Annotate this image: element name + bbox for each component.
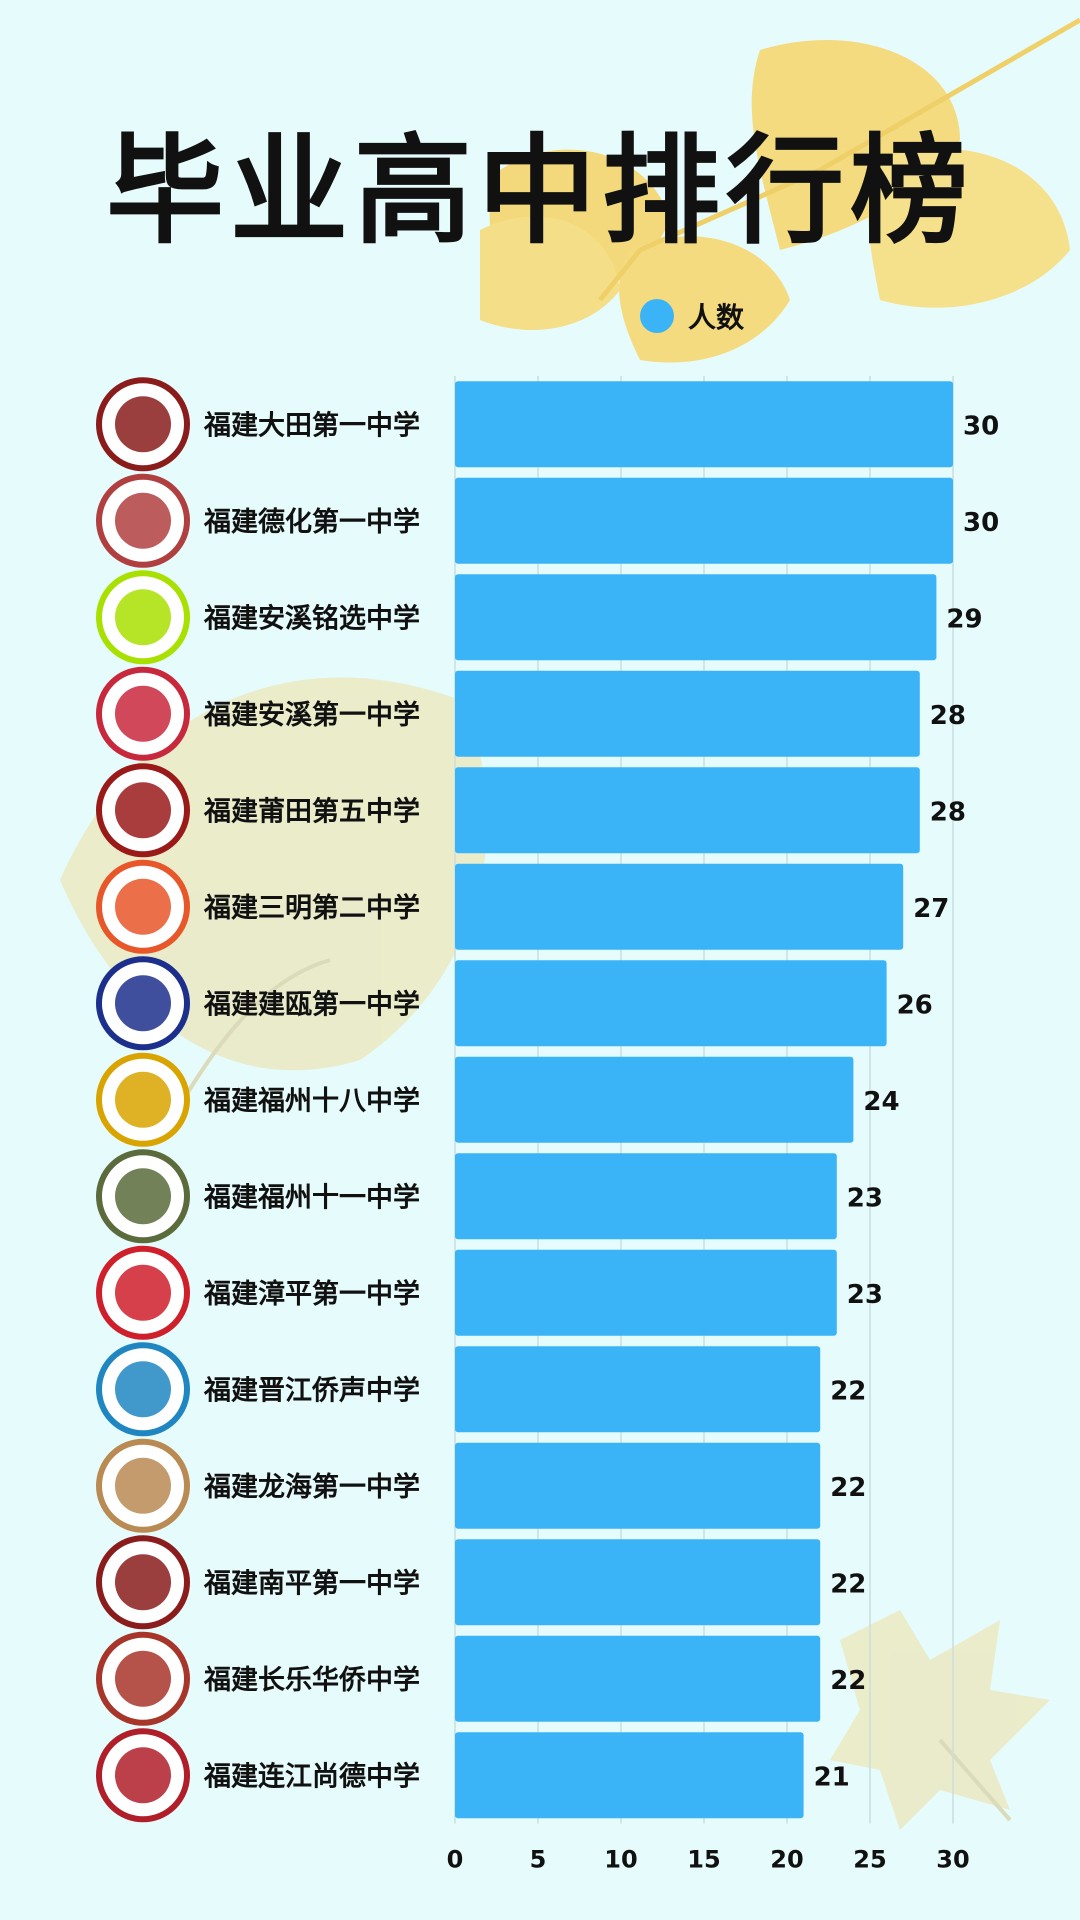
- bar: [455, 1056, 854, 1143]
- school-logo-emblem: [115, 396, 171, 453]
- school-logo-emblem: [115, 1168, 171, 1225]
- page-title: 毕业高中排行榜: [105, 122, 974, 260]
- category-label: 福建大田第一中学: [203, 409, 420, 441]
- x-tick-label: 20: [770, 1846, 803, 1874]
- value-label: 23: [847, 1183, 883, 1213]
- bar: [455, 670, 920, 757]
- bar: [455, 1153, 837, 1240]
- value-label: 28: [930, 701, 966, 731]
- school-logo-emblem: [115, 1554, 171, 1611]
- x-tick-label: 0: [447, 1846, 464, 1874]
- value-label: 22: [830, 1666, 866, 1696]
- value-label: 22: [830, 1569, 866, 1599]
- category-label: 福建晋江侨声中学: [203, 1374, 420, 1406]
- value-label: 23: [847, 1280, 883, 1310]
- value-label: 22: [830, 1473, 866, 1503]
- category-label: 福建漳平第一中学: [203, 1278, 420, 1310]
- value-label: 30: [963, 508, 999, 538]
- category-label: 福建三明第二中学: [203, 892, 420, 924]
- category-label: 福建德化第一中学: [203, 506, 420, 538]
- school-logo-emblem: [115, 1650, 171, 1707]
- value-label: 27: [913, 894, 949, 924]
- chart-legend: 人数: [640, 296, 744, 336]
- bar: [455, 863, 904, 950]
- value-label: 24: [863, 1087, 899, 1117]
- category-label: 福建龙海第一中学: [203, 1471, 420, 1503]
- category-label: 福建莆田第五中学: [203, 795, 420, 827]
- school-logo-emblem: [115, 975, 171, 1032]
- school-logo-emblem: [115, 1071, 171, 1128]
- value-label: 22: [830, 1376, 866, 1406]
- x-tick-label: 5: [530, 1846, 547, 1874]
- school-logo-emblem: [115, 1361, 171, 1418]
- school-logo-emblem: [115, 1264, 171, 1321]
- category-label: 福建安溪第一中学: [203, 699, 420, 731]
- bar: [455, 1249, 837, 1336]
- x-tick-label: 30: [936, 1846, 969, 1874]
- x-tick-label: 10: [604, 1846, 637, 1874]
- school-logo-emblem: [115, 782, 171, 839]
- value-label: 28: [930, 797, 966, 827]
- legend-label: 人数: [688, 301, 745, 334]
- school-logo-emblem: [115, 878, 171, 935]
- bar: [455, 767, 920, 854]
- bar: [455, 574, 937, 661]
- value-label: 30: [963, 411, 999, 441]
- category-label: 福建福州十一中学: [203, 1181, 420, 1213]
- school-logo-emblem: [115, 589, 171, 646]
- category-label: 福建福州十八中学: [203, 1085, 420, 1117]
- category-label: 福建连江尚德中学: [203, 1760, 420, 1792]
- bar: [455, 960, 887, 1047]
- school-logo-emblem: [115, 1747, 171, 1804]
- x-tick-label: 25: [853, 1846, 886, 1874]
- value-label: 29: [946, 604, 982, 634]
- category-label: 福建南平第一中学: [203, 1567, 420, 1599]
- bar: [455, 1346, 821, 1433]
- school-logo-emblem: [115, 492, 171, 549]
- school-logo-emblem: [115, 685, 171, 742]
- x-tick-label: 15: [687, 1846, 720, 1874]
- bar: [455, 1539, 821, 1626]
- value-label: 21: [814, 1762, 850, 1792]
- legend-marker: [640, 299, 674, 333]
- bar: [455, 477, 953, 564]
- bar: [455, 1732, 804, 1819]
- value-label: 26: [897, 990, 933, 1020]
- school-logo-emblem: [115, 1457, 171, 1514]
- category-label: 福建建瓯第一中学: [203, 988, 420, 1020]
- category-label: 福建长乐华侨中学: [203, 1664, 420, 1696]
- bar: [455, 1635, 821, 1722]
- bar: [455, 1442, 821, 1529]
- category-label: 福建安溪铭选中学: [203, 602, 420, 634]
- bar: [455, 381, 953, 468]
